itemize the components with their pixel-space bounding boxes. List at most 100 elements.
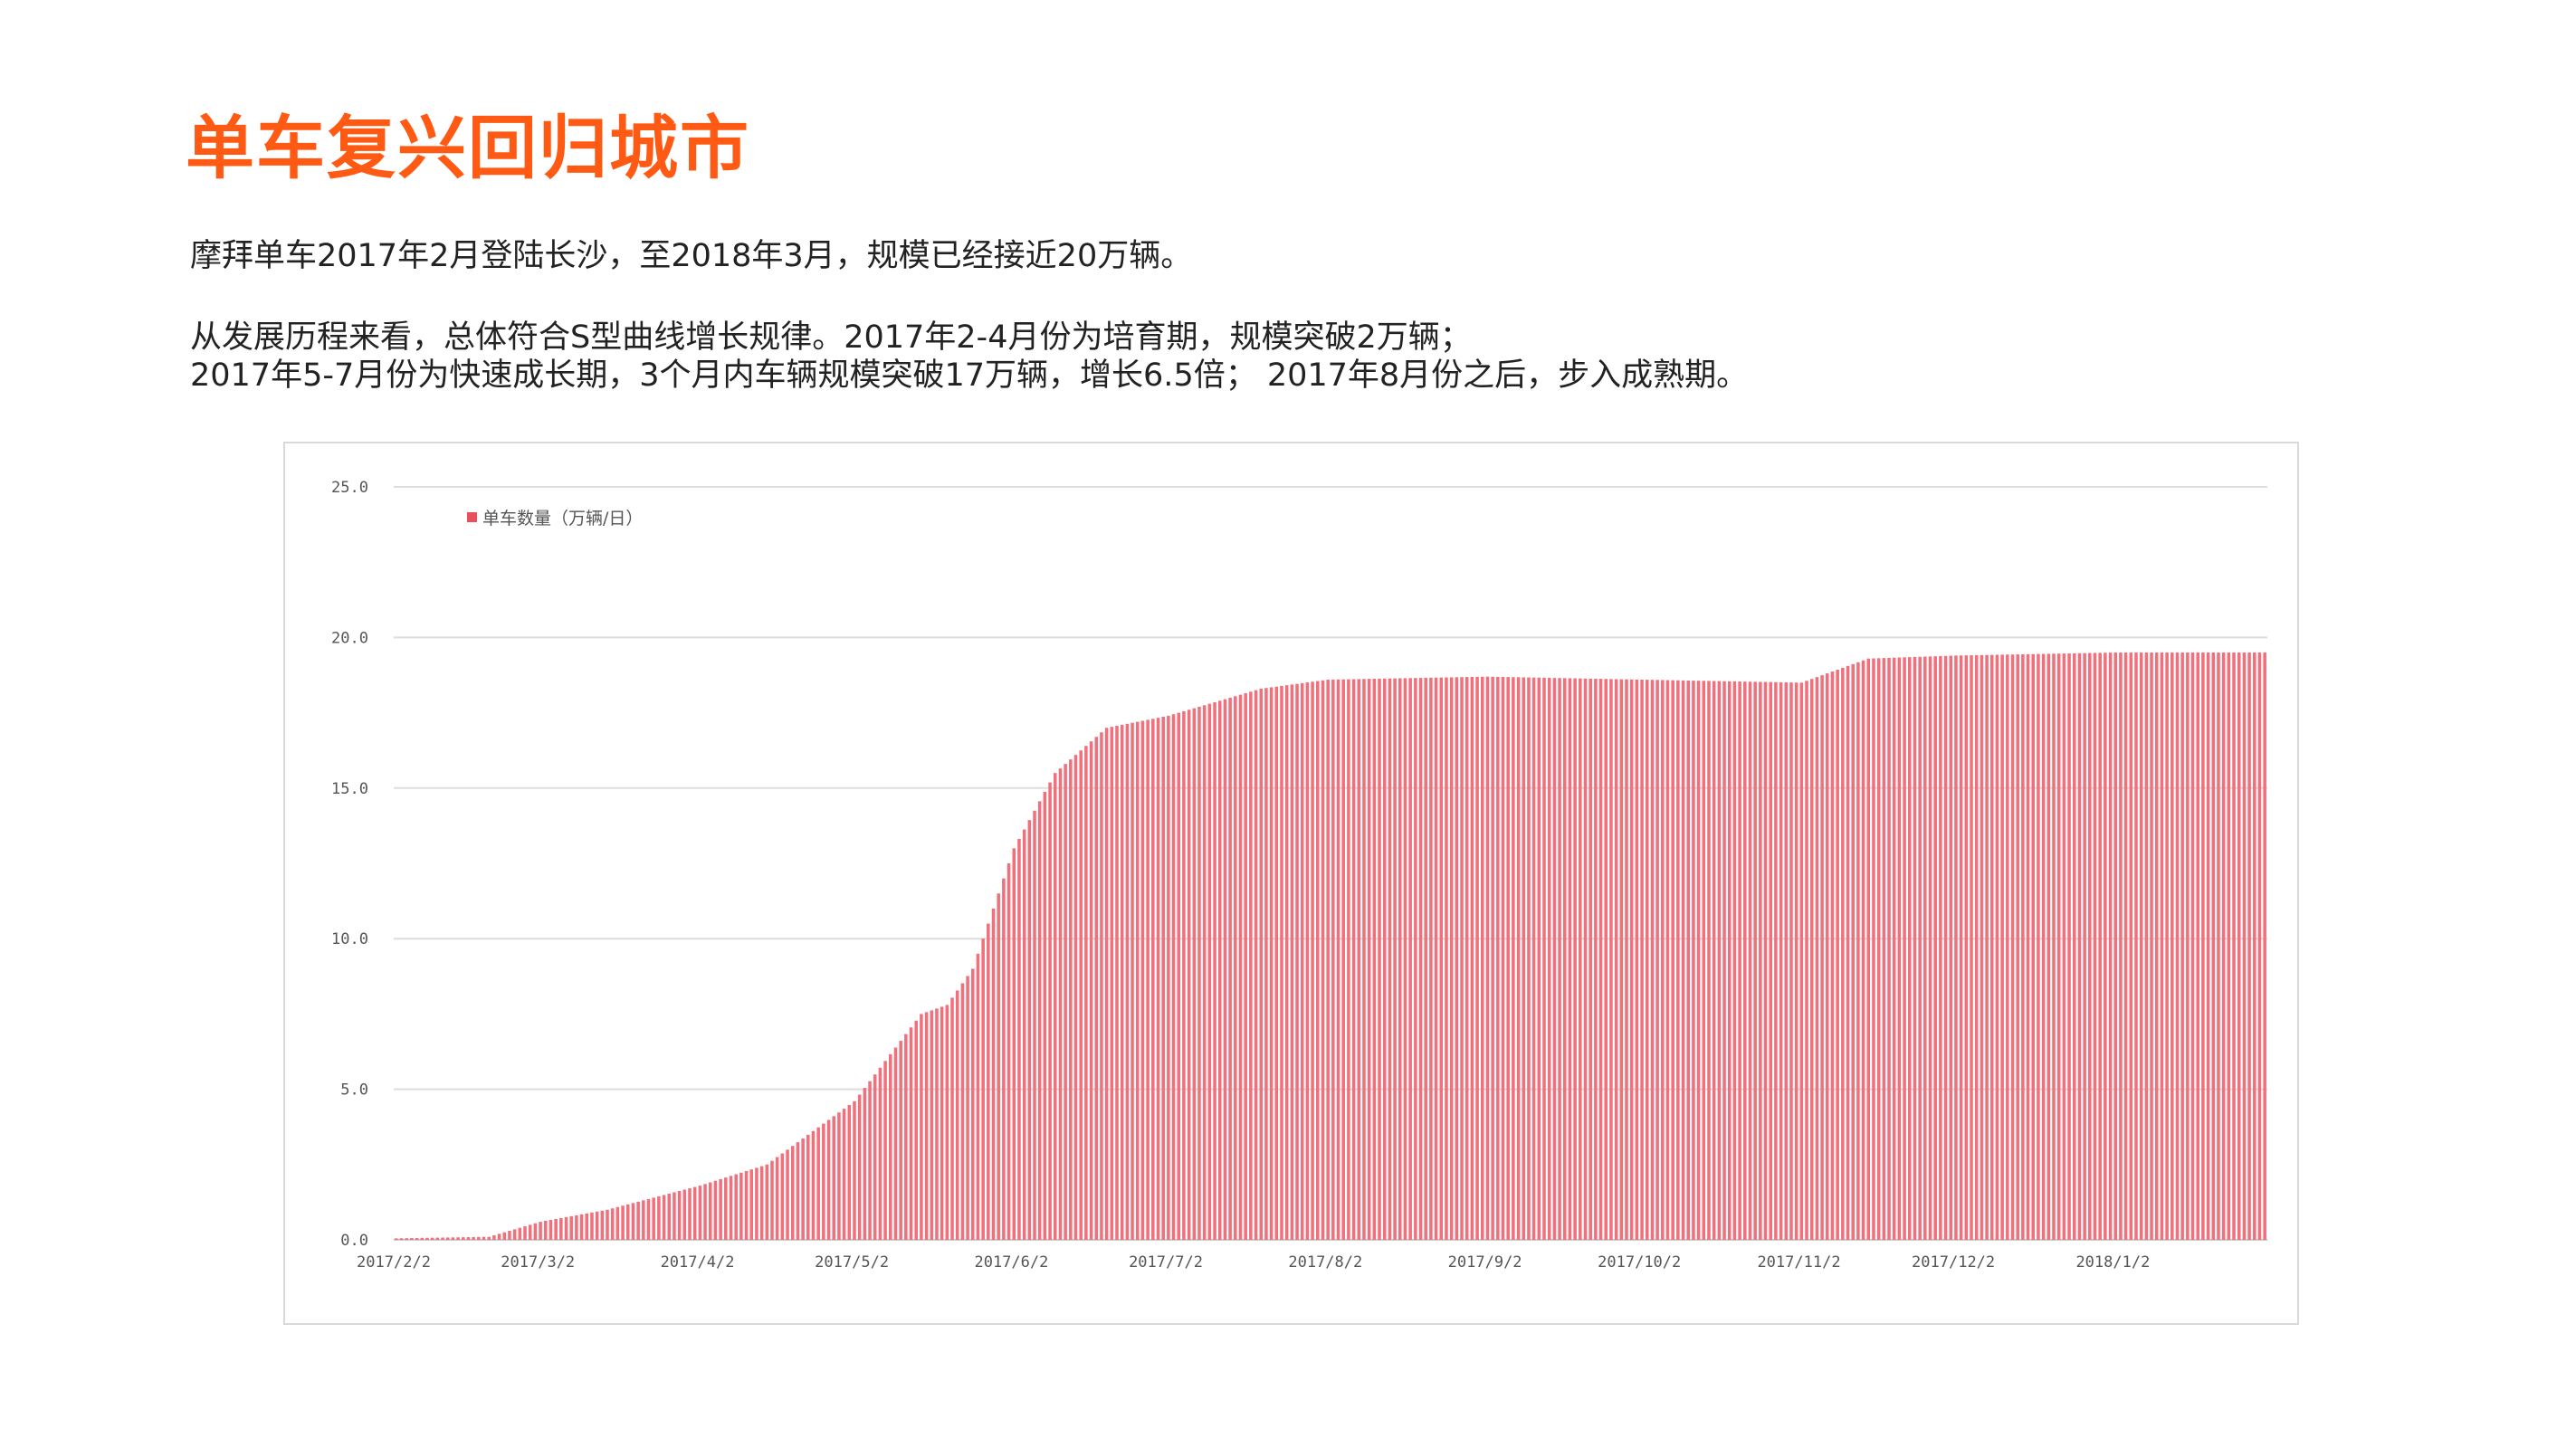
bar [625, 1204, 630, 1240]
bar [1732, 681, 1737, 1240]
bar [554, 1218, 558, 1240]
bar [1527, 677, 1531, 1240]
bar [1974, 654, 1979, 1240]
bar [1393, 678, 1397, 1240]
bar [1167, 715, 1170, 1240]
bar [1908, 657, 1912, 1240]
bar [832, 1116, 835, 1240]
bar [1671, 680, 1674, 1240]
bar [1923, 656, 1927, 1240]
bar [811, 1130, 816, 1240]
bar [2257, 653, 2262, 1240]
bar [1589, 678, 1592, 1240]
bar [1799, 682, 1804, 1240]
page-title: 单车复兴回归城市 [186, 108, 750, 188]
bar [1094, 737, 1099, 1240]
bar [673, 1192, 676, 1240]
bar [755, 1167, 758, 1240]
bar [2154, 653, 2159, 1240]
bar [2196, 653, 2199, 1240]
bar [682, 1189, 687, 1240]
bar [1522, 677, 1526, 1240]
bar [1259, 688, 1263, 1240]
bar [405, 1238, 408, 1240]
bar [518, 1227, 522, 1240]
bar [2171, 653, 2174, 1240]
bar [1064, 764, 1067, 1240]
bar [1882, 658, 1886, 1240]
bar [1959, 655, 1963, 1240]
bar [2046, 653, 2051, 1240]
bar [1759, 681, 1762, 1240]
bar [1347, 679, 1350, 1240]
bar [2227, 653, 2231, 1240]
bar [2031, 653, 2036, 1240]
bar [2056, 653, 2061, 1240]
bar [1223, 699, 1227, 1240]
x-tick-label: 2017/5/2 [815, 1253, 889, 1272]
bar [981, 938, 985, 1240]
bar [801, 1138, 805, 1240]
bar [2093, 653, 2097, 1240]
bar [482, 1236, 486, 1240]
bar [590, 1212, 594, 1240]
bar [987, 923, 990, 1240]
y-tick-label: 25.0 [331, 479, 368, 497]
bar [2217, 653, 2220, 1240]
bar [2186, 653, 2190, 1240]
bar [2000, 654, 2004, 1240]
bar [1058, 768, 1063, 1240]
bar [1558, 678, 1561, 1240]
bars [395, 653, 2266, 1240]
bar [2021, 653, 2025, 1240]
bar [1954, 655, 1958, 1240]
bar [790, 1146, 795, 1240]
bar [1722, 681, 1726, 1240]
bar [2113, 653, 2118, 1240]
bar [837, 1112, 841, 1240]
bar [822, 1123, 825, 1240]
bar [462, 1237, 465, 1240]
bar [466, 1237, 471, 1240]
bar [909, 1027, 913, 1240]
bar [1022, 829, 1026, 1240]
bar [1655, 680, 1659, 1240]
bar [2088, 653, 2092, 1240]
bar [1542, 677, 1546, 1240]
bar [1321, 680, 1325, 1240]
bar [585, 1213, 589, 1240]
bar [1269, 687, 1274, 1240]
bar [549, 1219, 553, 1240]
bar [914, 1020, 918, 1240]
bar [1037, 801, 1042, 1240]
bar [976, 953, 980, 1240]
bar [1182, 710, 1186, 1240]
bar [1485, 676, 1490, 1240]
bar [1537, 677, 1541, 1240]
bar [1516, 677, 1521, 1240]
bar [775, 1157, 779, 1240]
bar [935, 1008, 939, 1240]
bar [1635, 679, 1639, 1240]
bar [1177, 712, 1181, 1240]
bar [744, 1170, 749, 1240]
bar [1104, 728, 1109, 1240]
bar [544, 1221, 548, 1240]
bar [1217, 700, 1222, 1240]
bar [899, 1041, 902, 1240]
bar [924, 1012, 929, 1240]
bar [2072, 653, 2076, 1240]
bar [1053, 773, 1057, 1240]
bar [759, 1166, 764, 1240]
bar [420, 1237, 425, 1240]
bar [826, 1119, 831, 1240]
bar [780, 1153, 785, 1240]
intro-paragraph-2: 从发展历程来看，总体符合S型曲线增长规律。2017年2-4月份为培育期，规模突破… [190, 319, 1472, 356]
bar [1341, 679, 1345, 1240]
bar [1897, 657, 1902, 1240]
bar [1187, 710, 1191, 1240]
bar [636, 1201, 640, 1240]
bar [1151, 719, 1155, 1240]
bar [1135, 721, 1140, 1240]
bar [579, 1214, 584, 1240]
